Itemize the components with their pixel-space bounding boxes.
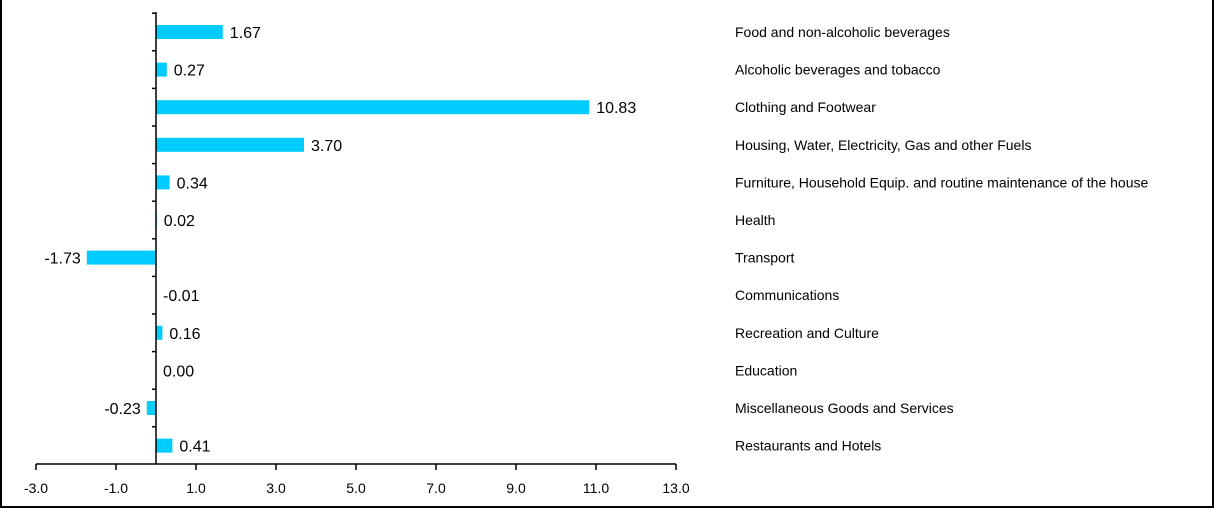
category-label-11: Miscellaneous Goods and Services	[735, 400, 954, 416]
value-label-6: 0.02	[164, 213, 195, 230]
bar-7	[86, 250, 156, 265]
value-label-8: -0.01	[163, 288, 200, 305]
bars-layer	[86, 25, 590, 453]
value-label-10: 0.00	[163, 363, 194, 380]
category-label-6: Health	[735, 212, 775, 228]
bar-1	[156, 25, 223, 39]
value-label-4: 3.70	[311, 138, 342, 155]
value-label-5: 0.34	[177, 175, 208, 192]
x-tick-label-9: 13.0	[662, 480, 689, 496]
value-label-2: 0.27	[174, 63, 205, 80]
value-label-3: 10.83	[596, 100, 636, 117]
category-label-3: Clothing and Footwear	[735, 99, 876, 115]
x-tick-label-8: 11.0	[583, 480, 609, 496]
bar-12	[156, 438, 173, 453]
value-label-11: -0.23	[104, 401, 141, 418]
category-label-10: Education	[735, 362, 797, 378]
category-label-7: Transport	[735, 250, 795, 266]
category-label-9: Recreation and Culture	[735, 325, 879, 341]
category-label-5: Furniture, Household Equip. and routine …	[735, 174, 1148, 190]
x-tick-label-3: 1.0	[186, 480, 206, 496]
x-tick-label-1: -3.0	[24, 480, 48, 496]
value-label-9: 0.16	[169, 326, 200, 343]
bar-4	[156, 137, 304, 152]
category-label-8: Communications	[735, 287, 839, 303]
category-label-4: Housing, Water, Electricity, Gas and oth…	[735, 137, 1031, 153]
x-tick-label-7: 9.0	[506, 480, 526, 496]
bar-9	[156, 325, 163, 340]
x-tick-label-5: 5.0	[346, 480, 366, 496]
bar-11	[146, 401, 156, 415]
bar-3	[156, 100, 590, 115]
value-label-7: -1.73	[44, 251, 81, 268]
value-label-1: 1.67	[230, 25, 261, 42]
bar-2	[156, 62, 167, 77]
category-label-1: Food and non-alcoholic beverages	[735, 24, 950, 40]
x-tick-label-2: -1.0	[104, 480, 128, 496]
labels-layer: 1.67 Food and non-alcoholic beverages 0.27…	[24, 24, 1149, 496]
category-label-12: Restaurants and Hotels	[735, 438, 881, 454]
x-tick-label-4: 3.0	[266, 480, 286, 496]
category-label-2: Alcoholic beverages and tobacco	[735, 62, 941, 78]
axes-layer	[35, 12, 677, 470]
x-tick-label-6: 7.0	[426, 480, 446, 496]
value-label-12: 0.41	[179, 439, 210, 456]
bar-5	[156, 175, 170, 190]
